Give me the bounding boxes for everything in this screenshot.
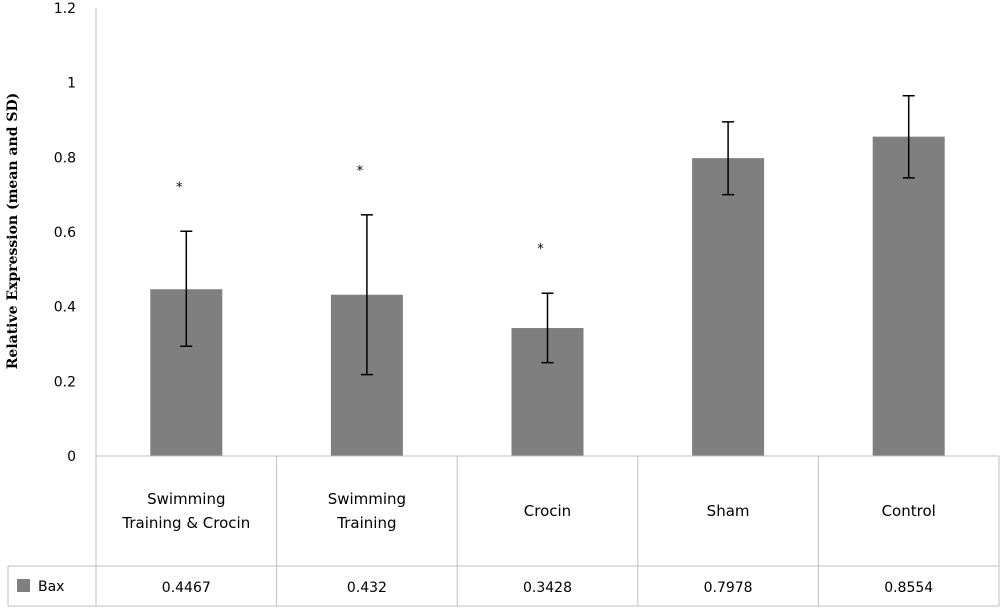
category-label: Swimming: [328, 490, 406, 508]
legend-swatch: [17, 579, 30, 592]
data-value-label: 0.4467: [162, 580, 211, 596]
bar: [692, 158, 765, 456]
y-tick-label: 0.6: [54, 225, 76, 241]
significance-asterisk: *: [176, 180, 183, 195]
significance-asterisk: *: [537, 242, 544, 257]
y-tick-label: 0.8: [54, 150, 76, 166]
data-value-label: 0.8554: [884, 580, 933, 596]
category-label: Training & Crocin: [121, 514, 250, 532]
y-axis-label: Relative Expression (mean and SD): [5, 93, 21, 369]
y-tick-label: 0.4: [54, 300, 76, 316]
legend-label: Bax: [38, 579, 64, 595]
category-label: Sham: [707, 502, 750, 520]
y-tick-label: 0.2: [54, 374, 76, 390]
category-label: Crocin: [524, 502, 571, 520]
y-tick-label: 1.2: [54, 1, 76, 17]
y-tick-label: 1: [67, 76, 76, 92]
y-tick-label: 0: [67, 449, 76, 465]
category-label: Training: [336, 514, 396, 532]
data-value-label: 0.432: [347, 580, 387, 596]
category-label: Control: [882, 502, 936, 520]
significance-asterisk: *: [357, 164, 364, 179]
bar: [872, 136, 945, 456]
data-value-label: 0.3428: [523, 580, 572, 596]
data-value-label: 0.7978: [704, 580, 753, 596]
category-label: Swimming: [147, 490, 225, 508]
